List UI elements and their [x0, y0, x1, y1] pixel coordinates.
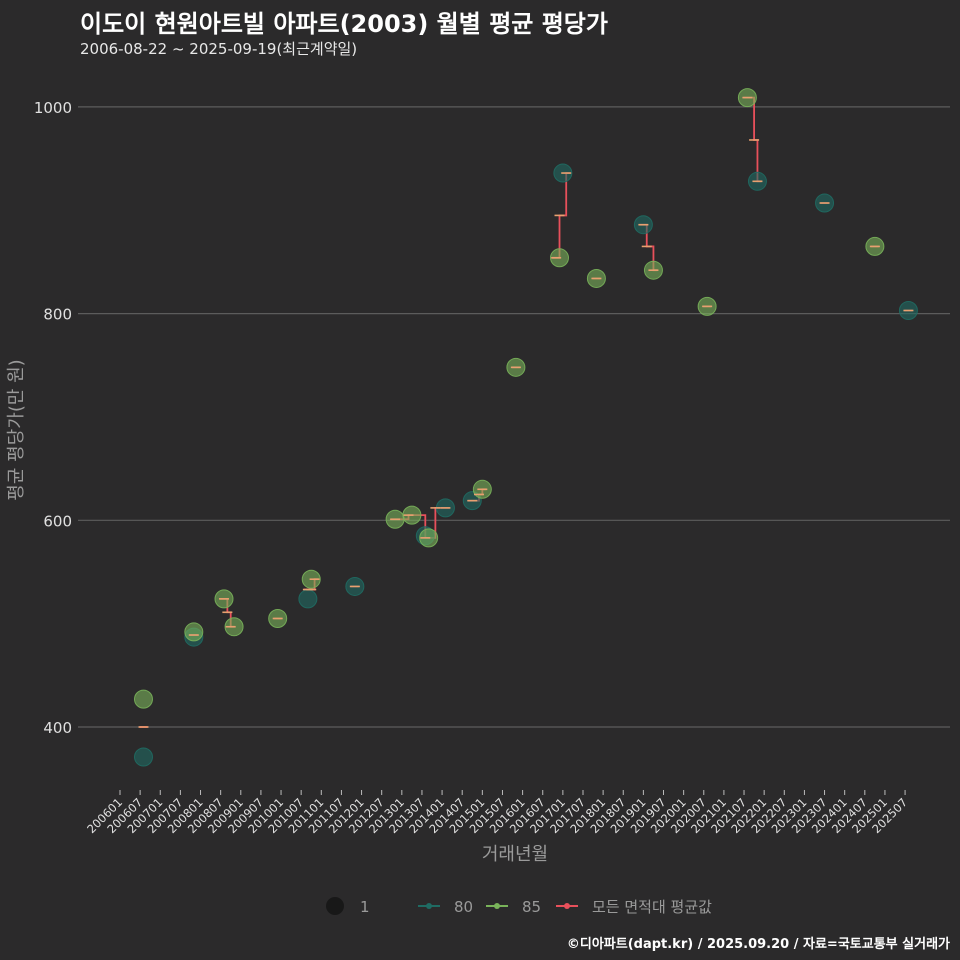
chart-subtitle: 2006-08-22 ~ 2025-09-19(최근계약일) — [80, 40, 358, 58]
legend-s80-label: 80 — [454, 898, 473, 916]
y-axis-label: 평균 평당가(만 원) — [6, 359, 27, 500]
point-80 — [133, 747, 153, 767]
y-tick-label: 600 — [43, 512, 72, 530]
legend-s85-dot-icon — [494, 903, 500, 909]
legend-size-label: 1 — [360, 898, 370, 916]
legend-avg-dot-icon — [564, 903, 570, 909]
y-tick-label: 1000 — [34, 99, 72, 117]
legend-s80-dot-icon — [426, 903, 432, 909]
credit-text: ©디아파트(dapt.kr) / 2025.09.20 / 자료=국토교통부 실… — [566, 937, 950, 952]
point-85 — [184, 622, 204, 642]
point-85 — [133, 689, 153, 709]
point-80 — [298, 589, 318, 609]
x-axis-label: 거래년월 — [482, 844, 548, 865]
legend-size-icon — [326, 897, 344, 915]
y-tick-label: 400 — [43, 719, 72, 737]
y-tick-label: 800 — [43, 306, 72, 324]
chart-title: 이도이 현원아트빌 아파트(2003) 월별 평균 평당가 — [80, 10, 608, 38]
legend-s85-label: 85 — [522, 898, 541, 916]
legend-avg-label: 모든 면적대 평균값 — [592, 898, 712, 916]
